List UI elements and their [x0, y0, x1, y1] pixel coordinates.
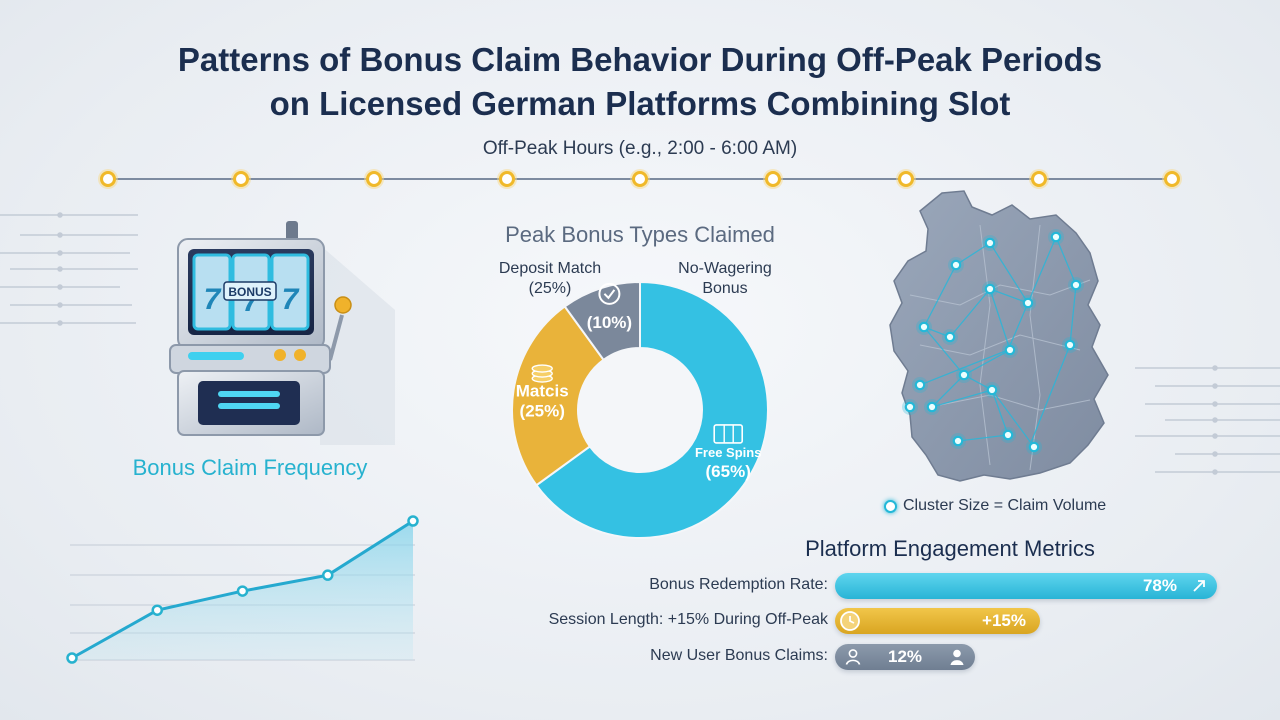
donut-chart: Free Spins(65%)Matcis(25%)(10%) [511, 280, 769, 539]
map-node [1028, 441, 1040, 453]
timeline-point [499, 171, 515, 187]
arrow-expand-icon [1193, 580, 1205, 592]
timeline-points [98, 169, 1182, 189]
map-node [984, 237, 996, 249]
metric-value-newuser: 12% [887, 647, 923, 666]
timeline-point [898, 171, 914, 187]
map-node [1004, 344, 1016, 356]
donut-segment-value: (25%) [520, 402, 565, 421]
metric-value-redemption: 78% [1142, 576, 1177, 595]
timeline-point [1164, 171, 1180, 187]
clock-icon [840, 611, 860, 631]
svg-text:7: 7 [204, 283, 222, 316]
map-node [986, 384, 998, 396]
title-line-2: on Licensed German Platforms Combining S… [269, 85, 1011, 122]
map-node [904, 401, 916, 413]
frequency-point [66, 652, 78, 664]
user-outline-icon [845, 649, 861, 665]
no-wagering-text-1: No-Wagering [678, 260, 772, 277]
metric-bar-redemption: 78% [835, 573, 1217, 599]
donut-segments [511, 280, 769, 539]
checkmark-icon [598, 282, 621, 305]
donut-labels: Free Spins(65%)Matcis(25%)(10%) [516, 282, 761, 481]
map-node [950, 259, 962, 271]
map-node [1064, 339, 1076, 351]
frequency-point [322, 569, 334, 581]
timeline [98, 169, 1182, 189]
legend-dot-icon [884, 499, 897, 513]
map-cluster-nodes [902, 229, 1084, 455]
metric-bar-newuser: 12% [835, 644, 975, 670]
no-wagering-label: No-Wagering Bonus [660, 259, 790, 299]
deposit-match-pct: (25%) [528, 280, 572, 297]
germany-map-icon [889, 190, 1109, 482]
donut-segment-label: Free Spins [695, 445, 761, 460]
coin-stack-icon [531, 364, 553, 383]
frequency-chart [66, 515, 419, 664]
deposit-match-label: Deposit Match (25%) [470, 259, 630, 299]
reel-bonus-text: BONUS [228, 285, 271, 299]
metric-label-newuser: New User Bonus Claims: [650, 647, 828, 664]
donut-segment-value: (65%) [706, 462, 751, 481]
page-title: Patterns of Bonus Claim Behavior During … [0, 38, 1280, 126]
timeline-point [366, 171, 382, 187]
map-node [984, 283, 996, 295]
map-node [914, 379, 926, 391]
no-wagering-text-2: Bonus [702, 280, 748, 297]
frequency-point [407, 515, 419, 527]
metrics-title: Platform Engagement Metrics [805, 536, 1095, 561]
title-line-1: Patterns of Bonus Claim Behavior During … [177, 41, 1103, 78]
map-node [1002, 429, 1014, 441]
donut-segment-value: (10%) [587, 313, 632, 332]
user-icon [950, 649, 964, 665]
metric-bar-session: +15% [835, 608, 1040, 634]
map-node [944, 331, 956, 343]
frequency-point [151, 604, 163, 616]
svg-text:7: 7 [282, 283, 300, 316]
frequency-points [66, 515, 419, 664]
timeline-point [765, 171, 781, 187]
timeline-point [632, 171, 648, 187]
map-node [918, 321, 930, 333]
map-node [1050, 231, 1062, 243]
map-legend: Cluster Size = Claim Volume [884, 497, 1106, 515]
left-decorative-lines [0, 212, 138, 326]
metric-label-session: Session Length: +15% During Off-Peak [548, 611, 828, 628]
frequency-chart-label: Bonus Claim Frequency [132, 455, 368, 480]
frequency-point [236, 585, 249, 597]
timeline-point [233, 171, 249, 187]
timeline-label: Off-Peak Hours (e.g., 2:00 - 6:00 AM) [482, 138, 798, 159]
map-node [958, 369, 970, 381]
donut-hole [578, 348, 702, 472]
timeline-point [100, 171, 116, 187]
donut-segment-label: Matcis [516, 382, 569, 401]
frequency-area [72, 521, 413, 660]
map-node [1070, 279, 1082, 291]
pie-title: Peak Bonus Types Claimed [505, 222, 775, 247]
deposit-match-text: Deposit Match [498, 260, 602, 277]
slot-reels-icon [713, 424, 744, 444]
right-decorative-lines [1135, 365, 1280, 475]
map-node [952, 435, 964, 447]
metric-label-redemption: Bonus Redemption Rate: [649, 576, 828, 593]
metric-value-session: +15% [982, 611, 1026, 630]
slot-machine-icon: 7 7 7 BONUS [169, 221, 395, 445]
legend-text: Cluster Size = Claim Volume [903, 497, 1107, 514]
map-node [926, 401, 938, 413]
map-node [1022, 297, 1034, 309]
timeline-point [1031, 171, 1047, 187]
